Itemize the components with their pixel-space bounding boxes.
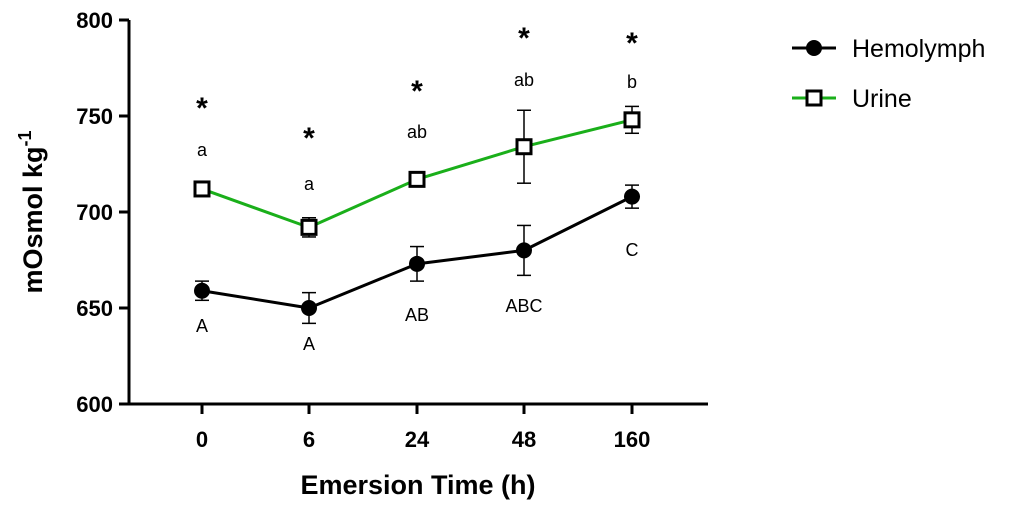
data-point [516, 242, 532, 259]
y-axis-title-superscript: -1 [15, 130, 35, 146]
x-tick-label: 48 [512, 427, 536, 452]
data-point [623, 111, 641, 129]
significance-star: * [411, 75, 423, 108]
x-tick-label: 6 [303, 427, 315, 452]
y-tick-label: 800 [76, 8, 113, 33]
legend-urine-label: Urine [852, 85, 912, 113]
legend-hemolymph-marker-icon [806, 40, 822, 56]
hemolymph-group-letter: A [303, 334, 315, 354]
legend-urine-marker-icon [805, 89, 823, 107]
legend-item-urine: Urine [792, 85, 912, 113]
x-tick-label: 160 [614, 427, 651, 452]
hemolymph-group-letter: A [196, 316, 208, 336]
y-tick-label: 700 [76, 200, 113, 225]
legend-item-hemolymph: Hemolymph [792, 35, 985, 63]
x-tick-label: 24 [405, 427, 430, 452]
data-point [515, 138, 533, 156]
series-urine [193, 105, 641, 238]
urine-group-letter: b [627, 72, 637, 92]
data-point [301, 300, 317, 316]
annotation-layer: Aa * Aa * AB ab * ABC ab * Cb * [196, 22, 639, 354]
y-tick-label: 650 [76, 296, 113, 321]
y-tick-label: 600 [76, 392, 113, 417]
y-axis-title-main: mOsmol kg [18, 146, 48, 293]
y-tick-label: 750 [76, 104, 113, 129]
y-axis-title: mOsmol kg-1 [15, 130, 48, 293]
data-point [300, 218, 318, 236]
legend: Hemolymph Urine [792, 35, 985, 113]
data-point [193, 180, 211, 198]
significance-star: * [303, 122, 315, 155]
urine-group-letter: a [304, 174, 315, 194]
x-tick-label: 0 [196, 427, 208, 452]
hemolymph-group-letter: AB [405, 305, 429, 325]
y-ticks: 600 650 700 750 800 [76, 8, 129, 417]
hemolymph-group-letter: C [626, 240, 639, 260]
urine-group-letter: ab [514, 70, 534, 90]
data-point [194, 282, 210, 299]
urine-group-letter: a [197, 140, 208, 160]
x-ticks: 0 6 24 48 160 [196, 404, 650, 452]
data-point [624, 188, 640, 205]
hemolymph-group-letter: ABC [505, 296, 542, 316]
data-point [409, 255, 425, 272]
series-hemolymph [194, 184, 640, 325]
series-layer [193, 105, 641, 325]
data-point [408, 170, 426, 188]
x-axis-title: Emersion Time (h) [300, 470, 535, 500]
significance-star: * [196, 92, 208, 125]
significance-star: * [518, 22, 530, 55]
urine-group-letter: ab [407, 122, 427, 142]
significance-star: * [626, 27, 638, 60]
legend-hemolymph-label: Hemolymph [852, 35, 985, 63]
